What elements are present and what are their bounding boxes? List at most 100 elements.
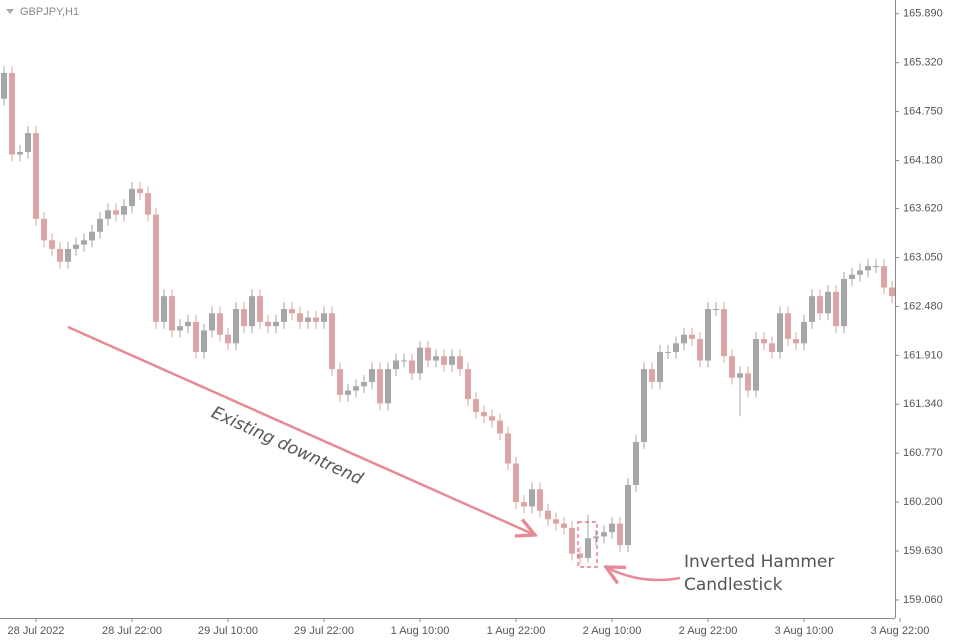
y-tick-label: 160.200	[903, 496, 943, 508]
candle-body	[297, 313, 303, 322]
candle-body	[129, 188, 135, 206]
candle-body	[1, 72, 7, 99]
candle-body	[25, 133, 31, 152]
candle-body	[529, 489, 535, 507]
candle-body	[225, 334, 231, 344]
candle-body	[249, 296, 255, 327]
candle-body	[505, 433, 511, 464]
candle-body	[817, 296, 823, 314]
candle-body	[553, 519, 559, 524]
candle-body	[369, 369, 375, 382]
candle-body	[57, 248, 63, 262]
candle-body	[825, 291, 831, 314]
candle-body	[681, 334, 687, 344]
candle-body	[665, 351, 671, 353]
candle-body	[641, 369, 647, 443]
candle-body	[617, 523, 623, 546]
candle-body	[673, 343, 679, 352]
candle-body	[737, 373, 743, 378]
candle-body	[609, 523, 615, 533]
y-tick-label: 165.890	[903, 8, 943, 20]
candle-body	[313, 317, 319, 322]
candle-body	[809, 296, 815, 322]
candle-body	[209, 313, 215, 331]
candle-body	[417, 347, 423, 374]
highlight-box	[577, 521, 598, 568]
candle-body	[777, 313, 783, 352]
candle-body	[217, 313, 223, 335]
candle-body	[473, 399, 479, 412]
candle-body	[137, 188, 143, 194]
candle-body	[113, 210, 119, 215]
candle-body	[257, 296, 263, 322]
candle-body	[721, 309, 727, 357]
candle-body	[185, 321, 191, 327]
candle-body	[513, 463, 519, 503]
candle-body	[281, 309, 287, 322]
y-tick-label: 162.480	[903, 300, 943, 312]
candle-body	[873, 266, 879, 268]
candle-body	[593, 536, 599, 539]
candle-body	[241, 309, 247, 327]
candle-body	[865, 266, 871, 271]
y-tick-label: 161.340	[903, 398, 943, 410]
candle-body	[833, 291, 839, 327]
candles	[1, 66, 895, 565]
candle-body	[601, 532, 607, 537]
candle-body	[729, 356, 735, 378]
candle-body	[889, 287, 895, 297]
candle-body	[585, 538, 591, 558]
candle-body	[321, 313, 327, 322]
candle-body	[489, 416, 495, 421]
candle-body	[497, 420, 503, 434]
candle-body	[65, 248, 71, 262]
candle-body	[881, 266, 887, 288]
symbol-icon	[6, 9, 14, 14]
annotation: Candlestick	[684, 575, 783, 595]
candle-body	[377, 369, 383, 404]
y-tick-label: 159.630	[903, 545, 943, 557]
x-tick-label: 28 Jul 2022	[8, 625, 65, 637]
candle-body	[753, 339, 759, 391]
candle-body	[545, 510, 551, 520]
candle-body	[561, 523, 567, 528]
candle-body	[481, 412, 487, 417]
candle-body	[569, 527, 575, 554]
annotation: Inverted Hammer	[684, 552, 834, 572]
candle-body	[649, 369, 655, 382]
x-tick-label: 1 Aug 10:00	[391, 625, 450, 637]
candle-body	[9, 72, 15, 155]
candle-body	[401, 360, 407, 362]
candle-body	[745, 373, 751, 391]
candle-body	[633, 442, 639, 485]
x-tick-label: 2 Aug 22:00	[679, 625, 738, 637]
candle-body	[17, 151, 23, 155]
candle-body	[769, 343, 775, 352]
candle-body	[577, 553, 583, 558]
x-tick-label: 3 Aug 22:00	[871, 625, 930, 637]
candle-body	[761, 339, 767, 344]
candle-body	[441, 356, 447, 365]
candle-body	[409, 360, 415, 374]
candle-body	[657, 351, 663, 382]
candle-body	[793, 339, 799, 344]
candle-body	[857, 270, 863, 275]
candle-body	[785, 313, 791, 340]
y-tick-label: 160.770	[903, 447, 943, 459]
candle-body	[841, 278, 847, 327]
candle-body	[385, 369, 391, 404]
candle-body	[33, 133, 39, 219]
x-tick-label: 2 Aug 10:00	[583, 625, 642, 637]
candle-body	[177, 326, 183, 331]
candle-body	[449, 356, 455, 365]
candle-body	[329, 313, 335, 370]
candle-body	[801, 321, 807, 344]
candle-body	[361, 381, 367, 387]
candle-body	[521, 502, 527, 507]
candle-body	[105, 210, 111, 219]
candle-body	[705, 309, 711, 361]
candle-body	[697, 339, 703, 361]
x-tick-label: 3 Aug 10:00	[775, 625, 834, 637]
hammer-arrow	[606, 567, 681, 580]
